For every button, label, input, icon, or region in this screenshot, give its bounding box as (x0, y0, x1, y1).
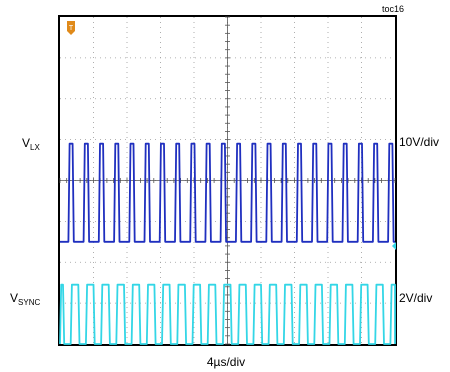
ch2-level-marker-icon (392, 242, 396, 250)
vlx-scale-label: 10V/div (399, 135, 439, 149)
time-scale-label: 4µs/div (207, 355, 245, 369)
scope-grid (59, 16, 396, 345)
vsync-label: VSYNC (10, 291, 40, 307)
trace-vlx (60, 142, 395, 243)
vlx-label: VLX (22, 136, 40, 152)
figure-id: toc16 (382, 4, 404, 14)
trace-vsync (59, 283, 396, 345)
scope-traces (59, 142, 396, 345)
vsync-scale-label: 2V/div (399, 291, 432, 305)
svg-text:T: T (69, 25, 74, 32)
trigger-marker-icon: T (67, 21, 75, 35)
